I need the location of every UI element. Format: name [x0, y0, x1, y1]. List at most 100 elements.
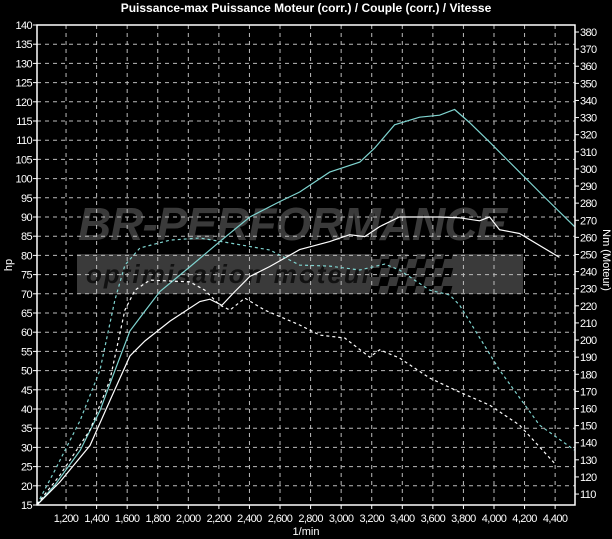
x-tick-label: 3,000 — [329, 513, 354, 525]
ticks: 15 20 25 30 35 40 45 50 55 60 65 70 75 80 85 90 95 100 105… — [15, 20, 597, 525]
x-tick-label: 4,400 — [543, 513, 568, 525]
x-tick-label: 1,800 — [145, 513, 170, 525]
y-right-tick-label: 240 — [580, 267, 597, 279]
flag-square — [404, 286, 417, 295]
y-right-tick-label: 250 — [580, 249, 597, 261]
x-axis-label: 1/min — [293, 526, 320, 538]
flag-square — [440, 286, 453, 295]
y-right-tick-label: 200 — [580, 335, 597, 347]
y-tick-label: 45 — [21, 385, 33, 397]
chart-title: Puissance-max Puissance Moteur (corr.) /… — [121, 1, 492, 15]
y-tick-label: 30 — [21, 442, 33, 454]
y-right-tick-label: 190 — [580, 352, 597, 364]
y-tick-label: 55 — [21, 346, 33, 358]
y-right-tick-label: 340 — [580, 95, 597, 107]
y-right-tick-label: 170 — [580, 386, 597, 398]
y-tick-label: 40 — [21, 404, 33, 416]
y-tick-label: 65 — [21, 308, 33, 320]
watermark-logo: BR-PERFORMANCE optimisation moteur — [77, 198, 523, 295]
y-right-tick-label: 280 — [580, 198, 597, 210]
y-right-tick-label: 110 — [580, 489, 596, 501]
y-right-tick-label: 360 — [580, 61, 597, 73]
checkered-flag-icon — [368, 250, 455, 295]
y-tick-label: 110 — [16, 135, 32, 147]
x-tick-label: 2,400 — [237, 513, 262, 525]
y-tick-label: 115 — [16, 116, 32, 128]
flag-square — [432, 277, 444, 286]
flag-square — [378, 277, 390, 286]
y-tick-label: 25 — [21, 462, 33, 474]
y-right-tick-label: 230 — [580, 284, 597, 296]
y-right-tick-label: 300 — [580, 164, 597, 176]
y-tick-label: 140 — [15, 20, 32, 32]
x-tick-label: 2,600 — [268, 513, 293, 525]
y-tick-label: 130 — [15, 58, 32, 70]
y-right-tick-label: 270 — [580, 215, 597, 227]
x-tick-label: 1,600 — [115, 513, 140, 525]
y-tick-label: 20 — [21, 481, 33, 493]
x-tick-label: 2,200 — [207, 513, 232, 525]
y-right-tick-label: 330 — [580, 113, 597, 125]
y-tick-label: 95 — [21, 193, 33, 205]
y-right-tick-label: 210 — [580, 318, 597, 330]
y-right-tick-label: 370 — [580, 44, 597, 56]
grid — [37, 25, 575, 505]
y-right-tick-label: 310 — [580, 147, 597, 159]
flag-square — [441, 268, 454, 277]
x-tick-label: 3,600 — [421, 513, 446, 525]
y-tick-label: 15 — [21, 500, 33, 512]
y-tick-label: 120 — [15, 97, 32, 109]
y-tick-label: 50 — [21, 366, 33, 378]
x-tick-label: 3,400 — [390, 513, 415, 525]
y-tick-label: 75 — [21, 270, 33, 282]
y-right-tick-label: 130 — [580, 455, 597, 467]
y-right-tick-label: 260 — [580, 232, 597, 244]
flag-square — [433, 259, 445, 268]
x-tick-label: 1,400 — [84, 513, 109, 525]
y-right-tick-label: 160 — [580, 403, 597, 415]
flag-square — [406, 250, 419, 259]
y-tick-label: 135 — [15, 39, 32, 51]
y-tick-label: 85 — [21, 231, 33, 243]
flag-square — [397, 259, 409, 268]
plot-frame — [36, 24, 576, 506]
y-right-tick-label: 350 — [580, 78, 597, 90]
y-axis-label-right: Nm (Moteur) — [600, 229, 612, 291]
series-group — [36, 108, 575, 506]
y-right-tick-label: 140 — [580, 438, 597, 450]
flag-square — [386, 286, 399, 295]
watermark-tagline: optimisation moteur — [86, 259, 374, 289]
x-tick-label: 2,800 — [298, 513, 323, 525]
y-tick-label: 100 — [15, 174, 32, 186]
y-tick-label: 80 — [21, 250, 33, 262]
x-tick-label: 4,200 — [512, 513, 537, 525]
y-tick-label: 125 — [15, 78, 32, 90]
x-tick-label: 4,000 — [482, 513, 507, 525]
power-line-0 — [36, 108, 575, 506]
x-tick-label: 2,000 — [176, 513, 201, 525]
y-right-tick-label: 150 — [580, 421, 597, 433]
flag-square — [370, 250, 383, 259]
y-tick-label: 60 — [21, 327, 33, 339]
watermark-brand: BR-PERFORMANCE — [78, 198, 508, 250]
torque-line-2 — [36, 237, 575, 505]
y-right-tick-label: 220 — [580, 301, 597, 313]
x-tick-label: 1,200 — [54, 513, 79, 525]
flag-square — [388, 250, 401, 259]
y-tick-label: 105 — [15, 154, 32, 166]
torque-line-3 — [36, 279, 555, 505]
y-right-tick-label: 180 — [580, 369, 597, 381]
flag-square — [442, 250, 455, 259]
y-tick-label: 90 — [21, 212, 33, 224]
flag-square — [414, 277, 426, 286]
x-tick-label: 3,200 — [359, 513, 384, 525]
y-tick-label: 70 — [21, 289, 33, 301]
y-axis-label-left: hp — [3, 259, 15, 271]
y-right-tick-label: 120 — [580, 472, 597, 484]
y-tick-label: 35 — [21, 423, 33, 435]
flag-square — [369, 268, 382, 277]
y-right-tick-label: 290 — [580, 181, 597, 193]
y-right-tick-label: 380 — [580, 27, 597, 39]
y-right-tick-label: 320 — [580, 130, 597, 142]
